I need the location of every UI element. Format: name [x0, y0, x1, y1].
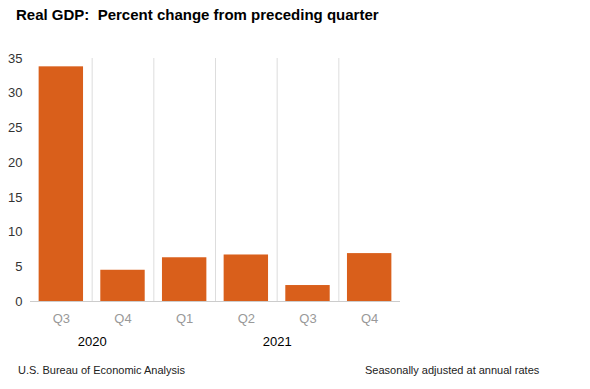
svg-text:30: 30 — [8, 85, 22, 100]
html-text:Seasonally adjusted at annual: Seasonally adjusted at annual rates — [365, 364, 540, 376]
svg-text:20: 20 — [8, 155, 22, 170]
svg-text:0: 0 — [15, 294, 22, 309]
html-text:U.S. Bureau of Economic Analys: U.S. Bureau of Economic Analysis — [18, 364, 185, 376]
html-text:Real GDP: Percent change from: Real GDP: Percent change from preceding … — [16, 6, 379, 23]
svg-text:35: 35 — [8, 51, 22, 66]
svg-text:2021: 2021 — [263, 334, 292, 349]
svg-text:25: 25 — [8, 120, 22, 135]
svg-text:Q3: Q3 — [53, 311, 70, 326]
svg-text:Q4: Q4 — [361, 311, 378, 326]
svg-text:Q4: Q4 — [114, 311, 131, 326]
svg-text:5: 5 — [15, 259, 22, 274]
svg-text:Q3: Q3 — [299, 311, 316, 326]
svg-text:Q2: Q2 — [238, 311, 255, 326]
svg-text:10: 10 — [8, 224, 22, 239]
svg-text:2020: 2020 — [78, 334, 107, 349]
svg-text:Q1: Q1 — [176, 311, 193, 326]
svg-text:15: 15 — [8, 190, 22, 205]
